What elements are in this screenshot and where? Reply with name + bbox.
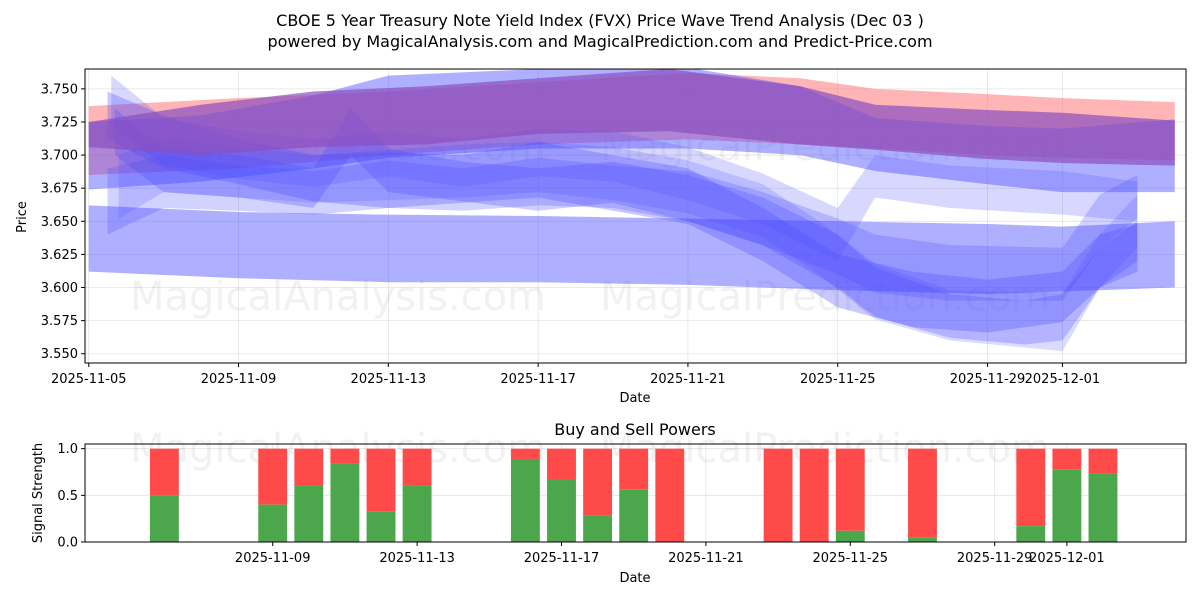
price-x-tick-label: 2025-12-01 bbox=[1025, 372, 1101, 387]
price-y-tick-label: 3.650 bbox=[41, 215, 78, 230]
sell-bar bbox=[763, 448, 793, 542]
signal-bars bbox=[149, 448, 1118, 542]
signal-y-ticks: 0.0 0.5 1.0 bbox=[57, 442, 85, 551]
buy-bar bbox=[402, 485, 432, 542]
buy-bar bbox=[619, 489, 649, 542]
price-wave-band-3 bbox=[107, 91, 1138, 333]
buy-bar bbox=[294, 485, 324, 542]
price-chart: MagicalAnalysis.com MagicalPrediction.com… bbox=[15, 68, 1187, 406]
sell-bar bbox=[149, 448, 179, 496]
buy-bar bbox=[366, 511, 396, 542]
sell-bar bbox=[294, 448, 324, 486]
sell-bar bbox=[835, 448, 865, 531]
signal-x-tick-label: 2025-11-09 bbox=[235, 551, 311, 566]
price-x-ticks: 2025-11-05 2025-11-09 2025-11-13 2025-11-17… bbox=[51, 363, 1100, 387]
chart-subtitle: powered by MagicalAnalysis.com and Magic… bbox=[267, 32, 932, 51]
chart-title: CBOE 5 Year Treasury Note Yield Index (F… bbox=[276, 11, 924, 30]
sell-bar bbox=[330, 448, 360, 464]
price-y-ticks: 3.550 3.575 3.600 3.625 3.650 3.675 3.700 3.725… bbox=[41, 82, 85, 362]
sell-bar bbox=[366, 448, 396, 512]
price-y-tick-label: 3.725 bbox=[41, 115, 78, 130]
price-wave-band-4 bbox=[114, 108, 1138, 345]
buy-bar bbox=[1016, 526, 1046, 542]
price-x-tick-label: 2025-11-29 bbox=[950, 372, 1026, 387]
sell-bar bbox=[258, 448, 288, 505]
price-watermark: MagicalPrediction.com bbox=[600, 274, 1050, 320]
signal-x-tick-label: 2025-11-25 bbox=[813, 551, 889, 566]
buy-bar bbox=[1052, 469, 1082, 542]
price-y-tick-label: 3.575 bbox=[41, 314, 78, 329]
signal-chart-title: Buy and Sell Powers bbox=[554, 420, 716, 439]
price-x-tick-label: 2025-11-09 bbox=[201, 372, 277, 387]
buy-bar bbox=[547, 479, 576, 542]
price-x-tick-label: 2025-11-21 bbox=[650, 372, 726, 387]
signal-x-tick-label: 2025-12-01 bbox=[1029, 551, 1105, 566]
buy-bar bbox=[510, 458, 540, 542]
price-wave-band-8 bbox=[88, 69, 1175, 166]
buy-bar bbox=[1088, 473, 1118, 542]
price-x-label: Date bbox=[619, 391, 650, 406]
sell-bar bbox=[1052, 448, 1082, 470]
price-bands bbox=[88, 69, 1175, 352]
price-y-tick-label: 3.600 bbox=[41, 281, 78, 296]
signal-y-label: Signal Strength bbox=[31, 443, 46, 543]
signal-y-tick-label: 0.0 bbox=[57, 536, 78, 551]
price-x-tick-label: 2025-11-05 bbox=[51, 372, 127, 387]
price-wave-band-7 bbox=[118, 139, 1138, 352]
signal-y-tick-label: 1.0 bbox=[57, 442, 78, 457]
signal-y-tick-label: 0.5 bbox=[57, 489, 78, 504]
price-y-tick-label: 3.750 bbox=[41, 82, 78, 97]
signal-x-tick-label: 2025-11-29 bbox=[957, 551, 1033, 566]
sell-bar bbox=[1016, 448, 1046, 527]
price-wave-band-6 bbox=[111, 75, 1138, 262]
price-y-label: Price bbox=[15, 201, 30, 233]
signal-x-tick-label: 2025-11-17 bbox=[524, 551, 600, 566]
sell-bar bbox=[583, 448, 613, 516]
sell-bar bbox=[547, 448, 576, 480]
sell-bar bbox=[799, 448, 829, 542]
price-x-tick-label: 2025-11-17 bbox=[500, 372, 576, 387]
sell-bar bbox=[1088, 448, 1118, 474]
signal-x-ticks: 2025-11-09 2025-11-13 2025-11-17 2025-11-21… bbox=[235, 542, 1105, 566]
sell-bar bbox=[655, 448, 685, 542]
buy-bar bbox=[835, 530, 865, 542]
price-plot-frame bbox=[84, 68, 1187, 364]
signal-plot-frame bbox=[84, 443, 1187, 543]
price-y-tick-label: 3.625 bbox=[41, 248, 78, 263]
price-y-tick-label: 3.700 bbox=[41, 149, 78, 164]
buy-bar bbox=[258, 504, 288, 542]
price-watermark: MagicalAnalysis.com bbox=[130, 274, 546, 320]
buy-bar bbox=[149, 495, 179, 542]
price-y-tick-label: 3.675 bbox=[41, 182, 78, 197]
price-x-tick-label: 2025-11-25 bbox=[800, 372, 876, 387]
sell-bar bbox=[619, 448, 649, 490]
sell-bar bbox=[402, 448, 432, 486]
price-wave-band-5 bbox=[107, 155, 1138, 301]
sell-bar bbox=[510, 448, 540, 459]
buy-bar bbox=[583, 515, 613, 542]
buy-bar bbox=[908, 537, 937, 542]
signal-x-tick-label: 2025-11-21 bbox=[668, 551, 744, 566]
signal-x-tick-label: 2025-11-13 bbox=[379, 551, 455, 566]
price-x-tick-label: 2025-11-13 bbox=[351, 372, 427, 387]
buy-bar bbox=[330, 463, 360, 542]
signal-x-label: Date bbox=[619, 571, 650, 586]
price-y-tick-label: 3.550 bbox=[41, 347, 78, 362]
signal-chart: Buy and Sell Powers MagicalAnalysis.comM… bbox=[31, 420, 1187, 586]
price-wave-band-1 bbox=[88, 205, 1175, 295]
sell-bar bbox=[908, 448, 937, 538]
